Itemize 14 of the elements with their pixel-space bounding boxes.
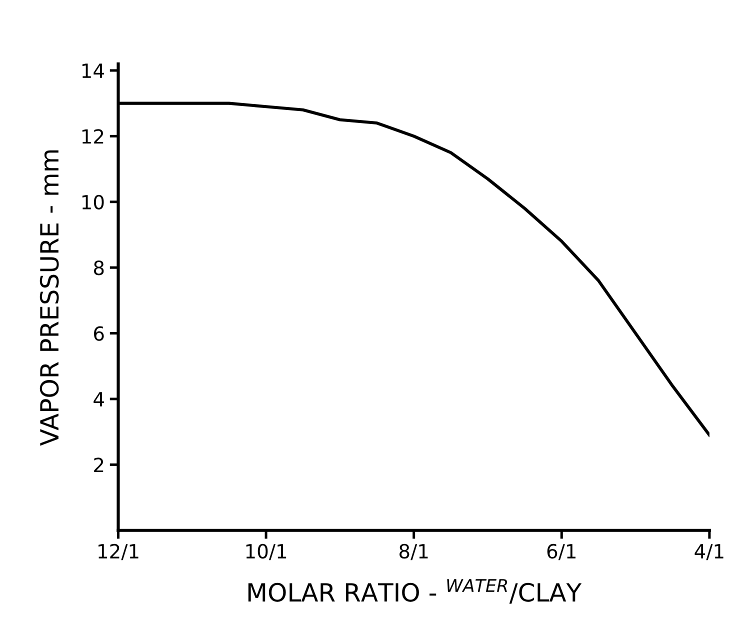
y-tick-label: 6 [94,326,104,341]
y-tick-label: 12 [82,129,104,144]
y-tick-label: 4 [94,392,104,406]
x-tick-label: 12/1 [98,544,138,560]
y-tick-label: 10 [82,194,104,210]
x-axis-title: MOLAR RATIO - $^{WATER}$/CLAY [248,579,582,604]
x-tick-label: 8/1 [400,544,428,560]
y-tick-label: 8 [94,260,104,276]
y-tick-label: 2 [94,458,104,472]
y-axis-title: VAPOR PRESSURE - mm [40,150,59,446]
x-tick-label: 4/1 [694,544,724,560]
y-tick-label: 14 [82,64,104,78]
x-tick-label: 10/1 [246,544,286,560]
x-tick-label: 6/1 [547,544,576,560]
